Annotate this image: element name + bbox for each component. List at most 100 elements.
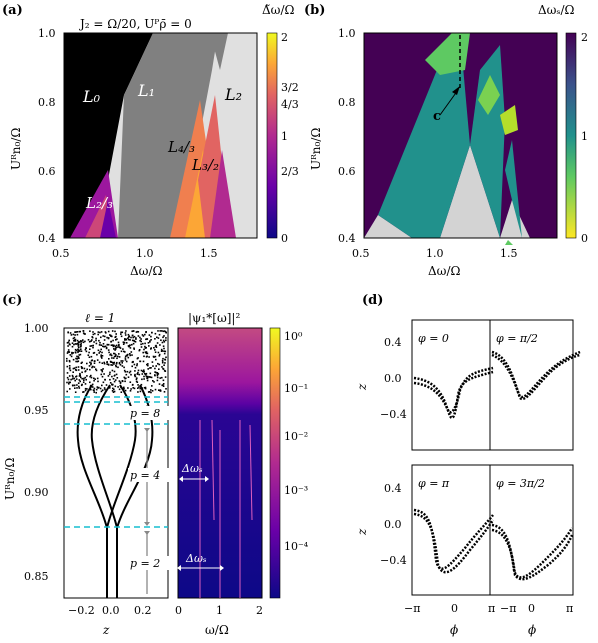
chaos-dot xyxy=(158,333,161,336)
chaos-dot xyxy=(106,363,108,365)
a-cbar-tick-3: 1 xyxy=(281,130,288,143)
d-ytick-1a: 0.0 xyxy=(384,372,402,385)
chaos-dot xyxy=(149,376,152,378)
chaos-dot xyxy=(111,364,114,366)
a-cbar-tick-2: 4/3 xyxy=(281,98,299,111)
chaos-dot xyxy=(119,364,122,366)
chaos-dot xyxy=(113,355,116,358)
chaos-dot xyxy=(102,335,104,337)
panel-d-label: (d) xyxy=(362,293,383,308)
chaos-dot xyxy=(73,336,76,339)
chaos-dot xyxy=(79,340,82,342)
chaos-dot xyxy=(115,333,117,335)
chaos-dot xyxy=(104,345,107,348)
panel-c: (c) ℓ = 1 |ψ₁*[ω]|² xyxy=(2,293,309,637)
chaos-dot xyxy=(125,373,128,376)
chaos-dot xyxy=(109,371,111,374)
chaos-dot xyxy=(68,375,71,377)
chaos-dot xyxy=(77,341,80,344)
chaos-dot xyxy=(154,374,156,376)
chaos-dot xyxy=(132,361,134,363)
c-cbar-0: 10⁰ xyxy=(284,330,303,343)
chaos-dot xyxy=(75,376,77,378)
chaos-dot xyxy=(118,346,121,349)
chaos-dot xyxy=(162,339,165,342)
chaos-dot xyxy=(67,341,70,343)
d-phi-pi2: φ = π/2 xyxy=(496,332,538,345)
chaos-dot xyxy=(109,360,112,363)
chaos-dot xyxy=(146,338,149,340)
chaos-dot xyxy=(79,374,81,377)
chaos-dot xyxy=(107,344,109,346)
b-cbar-tick-1: 1 xyxy=(581,130,588,143)
chaos-dot xyxy=(79,346,82,348)
chaos-dot xyxy=(72,358,75,361)
chaos-dot xyxy=(117,346,119,348)
chaos-dot xyxy=(91,383,94,386)
chaos-dot xyxy=(124,339,126,341)
chaos-dot xyxy=(82,339,84,341)
a-xtick-1: 1.0 xyxy=(136,247,154,260)
c-right-xtick-2: 2 xyxy=(256,604,263,617)
chaos-dot xyxy=(76,387,78,389)
chaos-dot xyxy=(101,369,103,372)
chaos-dot xyxy=(87,339,90,341)
chaos-dot xyxy=(77,351,79,354)
chaos-dot xyxy=(137,331,140,333)
chaos-dot xyxy=(123,376,126,379)
chaos-dot xyxy=(76,358,78,360)
chaos-dot xyxy=(107,330,110,333)
chaos-dot xyxy=(132,342,135,345)
chaos-dot xyxy=(99,387,102,390)
chaos-dot xyxy=(139,360,142,363)
chaos-dot xyxy=(136,363,138,365)
chaos-dot xyxy=(158,383,161,385)
chaos-dot xyxy=(159,390,162,392)
chaos-dot xyxy=(79,374,81,376)
chaos-dot xyxy=(135,331,138,333)
chaos-dot xyxy=(133,348,135,350)
d-phi-pi: φ = π xyxy=(418,477,450,490)
chaos-dot xyxy=(150,347,152,349)
chaos-dot xyxy=(75,366,78,369)
chaos-dot xyxy=(101,375,104,378)
chaos-dot xyxy=(130,336,132,339)
a-xlabel: Δω/Ω xyxy=(130,264,162,278)
chaos-dot xyxy=(148,334,151,336)
chaos-dot xyxy=(100,344,103,346)
chaos-dot xyxy=(117,355,119,358)
d-xtick-l1: 0 xyxy=(451,602,458,615)
chaos-dot xyxy=(151,331,153,334)
chaos-dot xyxy=(125,354,128,357)
chaos-dot xyxy=(148,356,150,358)
panel-a-title: J₂ = Ω/20, Uᴾρ̄ = 0 xyxy=(78,17,192,31)
chaos-dot xyxy=(76,331,78,333)
b-ytick-0: 1.0 xyxy=(338,27,356,40)
chaos-dot xyxy=(75,343,78,345)
chaos-dot xyxy=(155,346,158,348)
chaos-dot xyxy=(89,345,92,347)
chaos-dot xyxy=(113,390,116,393)
chaos-dot xyxy=(111,369,114,372)
chaos-dot xyxy=(162,385,165,387)
chaos-dot xyxy=(93,366,96,368)
chaos-dot xyxy=(83,367,86,370)
chaos-dot xyxy=(147,364,149,367)
c-left-xtick-1: 0.0 xyxy=(102,604,120,617)
chaos-dot xyxy=(89,361,91,364)
chaos-dot xyxy=(76,342,79,345)
chaos-dot xyxy=(78,379,81,381)
chaos-dot xyxy=(164,359,167,361)
chaos-dot xyxy=(68,365,71,367)
a-cbar-label: Δ̃ω/Ω xyxy=(262,3,294,17)
chaos-dot xyxy=(90,362,92,364)
chaos-dot xyxy=(92,331,94,333)
chaos-dot xyxy=(72,367,75,370)
chaos-dot xyxy=(93,391,95,393)
chaos-dot xyxy=(110,335,112,337)
chaos-dot xyxy=(135,378,138,381)
chaos-dot xyxy=(101,389,104,391)
chaos-dot xyxy=(81,367,83,370)
chaos-dot xyxy=(135,380,138,383)
chaos-dot xyxy=(164,376,167,378)
